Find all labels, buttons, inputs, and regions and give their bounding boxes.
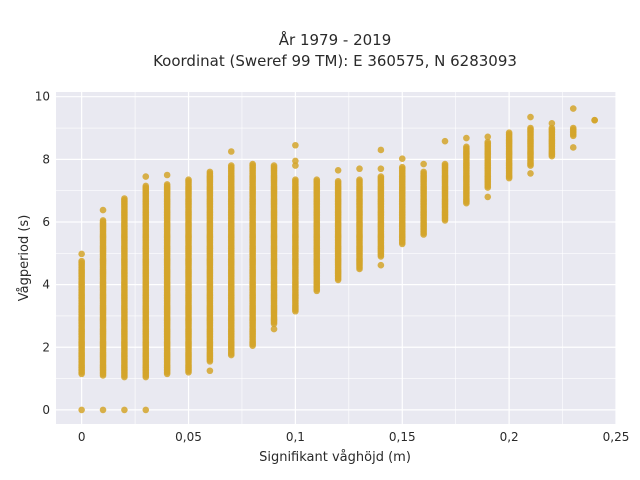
data-point [484, 138, 492, 146]
data-point [142, 182, 150, 190]
x-tick-label: 0,15 [389, 430, 416, 444]
data-point [441, 137, 449, 145]
data-point [377, 173, 385, 180]
y-axis-ticks: 0 2 4 6 8 10 [35, 90, 50, 417]
data-point [78, 250, 85, 258]
data-point [185, 176, 192, 183]
data-point [463, 134, 470, 142]
data-point [569, 124, 577, 132]
data-point [142, 173, 150, 180]
data-points [78, 105, 598, 414]
data-point [548, 120, 556, 127]
y-tick-label: 2 [42, 340, 50, 354]
y-tick-label: 4 [42, 278, 50, 292]
data-point [292, 162, 299, 169]
data-point [420, 160, 427, 168]
data-point [142, 406, 150, 414]
data-point [398, 155, 406, 163]
data-point [548, 124, 556, 132]
y-tick-label: 8 [42, 152, 50, 166]
data-point [505, 129, 513, 137]
data-point [463, 143, 470, 151]
data-point [377, 146, 385, 154]
data-point [78, 257, 85, 265]
y-tick-label: 6 [42, 215, 50, 229]
data-point [206, 367, 214, 375]
data-point [569, 105, 577, 112]
data-point [356, 165, 363, 173]
x-tick-label: 0,25 [603, 430, 630, 444]
data-point [121, 195, 128, 202]
x-tick-label: 0,05 [175, 430, 202, 444]
data-point [356, 176, 363, 183]
data-point [441, 160, 449, 168]
data-point [292, 157, 299, 165]
data-point [227, 162, 235, 169]
x-tick-label: 0,2 [500, 430, 519, 444]
x-axis-label: Signifikant våghöjd (m) [259, 450, 411, 465]
data-point [292, 176, 299, 183]
x-tick-label: 0,1 [286, 430, 305, 444]
x-tick-label: 0 [78, 430, 86, 444]
data-point [569, 144, 577, 151]
chart-title-line-1: År 1979 - 2019 [279, 30, 392, 49]
y-axis-label: Vågperiod (s) [17, 215, 32, 302]
data-point [420, 168, 427, 176]
data-point [292, 141, 299, 149]
data-point [99, 406, 107, 414]
x-axis-ticks: 0 0,05 0,1 0,15 0,2 0,25 [78, 430, 630, 444]
data-point [313, 176, 321, 183]
data-point [206, 168, 214, 176]
data-point [527, 170, 534, 177]
data-point [121, 406, 128, 414]
data-point [78, 406, 85, 414]
data-point [334, 167, 342, 174]
y-tick-label: 10 [35, 90, 50, 104]
data-point [249, 160, 256, 168]
data-point [377, 165, 385, 173]
data-point [527, 113, 534, 121]
data-point [227, 148, 235, 155]
data-point [484, 193, 492, 201]
data-point [163, 181, 171, 188]
data-point [270, 162, 278, 169]
data-point [99, 206, 107, 214]
data-point [377, 261, 385, 269]
data-point [398, 163, 406, 171]
data-point [163, 171, 171, 179]
data-point [99, 217, 107, 224]
data-point [484, 133, 492, 141]
data-point [334, 177, 342, 185]
data-point [270, 325, 278, 333]
data-point [591, 116, 598, 124]
y-tick-label: 0 [42, 403, 50, 417]
data-point [527, 124, 534, 132]
chart-title-line-2: Koordinat (Sweref 99 TM): E 360575, N 62… [153, 52, 517, 70]
